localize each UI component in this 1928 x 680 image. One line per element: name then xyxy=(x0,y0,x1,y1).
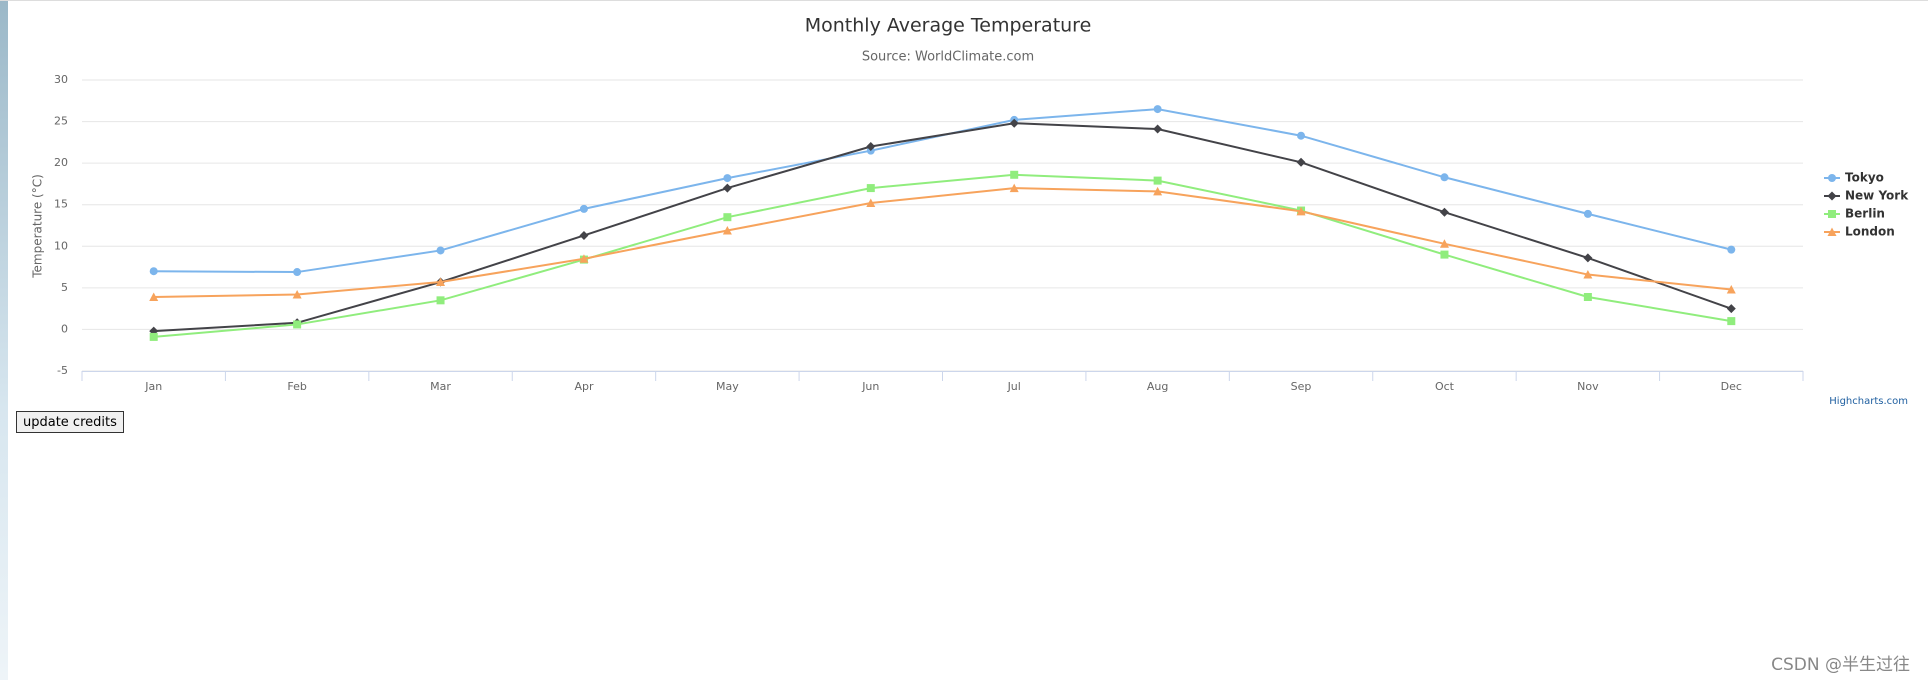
data-point xyxy=(722,225,732,235)
data-point xyxy=(1153,105,1162,114)
data-point xyxy=(1726,304,1736,314)
chart: Monthly Average Temperature Source: Worl… xyxy=(0,0,1928,407)
x-tick-label: Dec xyxy=(1721,380,1742,393)
update-credits-button[interactable]: update credits xyxy=(16,411,124,433)
series-line xyxy=(153,173,1732,338)
data-point xyxy=(1297,131,1306,140)
data-point xyxy=(1727,317,1736,326)
credits[interactable]: Highcharts.com xyxy=(1829,396,1908,407)
data-point xyxy=(1296,206,1306,216)
data-point xyxy=(723,174,732,183)
x-tick-label: Jun xyxy=(861,380,879,393)
data-point xyxy=(149,292,159,302)
data-point xyxy=(1726,285,1736,294)
data-point xyxy=(1153,124,1163,134)
data-point xyxy=(1440,250,1449,259)
data-point xyxy=(1439,239,1449,248)
data-point xyxy=(1440,173,1449,182)
data-point xyxy=(436,296,445,305)
legend-label: Berlin xyxy=(1845,207,1885,221)
x-tick-label: Jul xyxy=(1007,380,1021,393)
data-point xyxy=(1009,118,1019,128)
x-tick-label: Aug xyxy=(1147,380,1168,393)
x-tick-label: Feb xyxy=(287,380,306,393)
y-tick-label: 30 xyxy=(54,73,68,86)
data-point xyxy=(1296,157,1306,167)
data-point xyxy=(579,204,588,213)
legend-symbol xyxy=(1828,210,1836,218)
y-tick-label: 10 xyxy=(54,239,68,252)
chart-title: Monthly Average Temperature xyxy=(805,15,1092,37)
data-point xyxy=(1009,183,1019,193)
data-point xyxy=(723,213,732,222)
data-point xyxy=(436,277,446,287)
y-axis-title: Temperature (°C) xyxy=(31,174,45,279)
x-tick-label: Mar xyxy=(430,380,451,393)
data-point xyxy=(1583,253,1593,263)
data-point xyxy=(436,246,445,255)
data-point xyxy=(866,184,875,193)
legend-label: London xyxy=(1845,225,1895,239)
y-tick-label: 20 xyxy=(54,156,68,169)
data-point xyxy=(579,230,589,240)
x-tick-label: Apr xyxy=(574,380,594,393)
x-tick-label: Jan xyxy=(144,380,162,393)
data-point xyxy=(1153,186,1163,196)
data-point xyxy=(1727,245,1736,254)
data-point xyxy=(149,267,158,276)
y-tick-label: -5 xyxy=(57,364,68,377)
legend-symbol xyxy=(1827,227,1837,236)
y-tick-label: 5 xyxy=(61,281,68,294)
y-tick-label: 15 xyxy=(54,198,68,211)
x-tick-label: Oct xyxy=(1435,380,1455,393)
watermark: CSDN @半生过往 xyxy=(1771,655,1910,675)
series-line xyxy=(153,187,1732,299)
data-point xyxy=(1583,209,1592,218)
legend-symbol xyxy=(1827,191,1837,201)
y-tick-label: 25 xyxy=(54,115,68,128)
data-point xyxy=(722,183,732,193)
data-point xyxy=(149,332,158,341)
x-tick-label: Nov xyxy=(1577,380,1599,393)
data-point xyxy=(293,320,302,329)
x-tick-label: May xyxy=(716,380,739,393)
chart-subtitle: Source: WorldClimate.com xyxy=(862,50,1034,65)
data-point xyxy=(1153,176,1162,185)
background-strip xyxy=(0,0,8,680)
series-line xyxy=(153,108,1732,274)
legend-label: New York xyxy=(1845,189,1909,203)
legend-label: Tokyo xyxy=(1845,171,1884,185)
data-point xyxy=(1010,170,1019,179)
data-point xyxy=(579,254,589,263)
legend-symbol xyxy=(1828,174,1836,182)
x-tick-label: Sep xyxy=(1291,380,1312,393)
data-point xyxy=(293,268,302,277)
data-point xyxy=(866,142,876,152)
data-point xyxy=(1439,207,1449,217)
data-point xyxy=(292,290,302,299)
data-point xyxy=(1583,293,1592,302)
y-tick-label: 0 xyxy=(61,322,68,335)
data-point xyxy=(1583,270,1593,279)
series-line xyxy=(153,122,1732,333)
data-point xyxy=(866,198,876,208)
